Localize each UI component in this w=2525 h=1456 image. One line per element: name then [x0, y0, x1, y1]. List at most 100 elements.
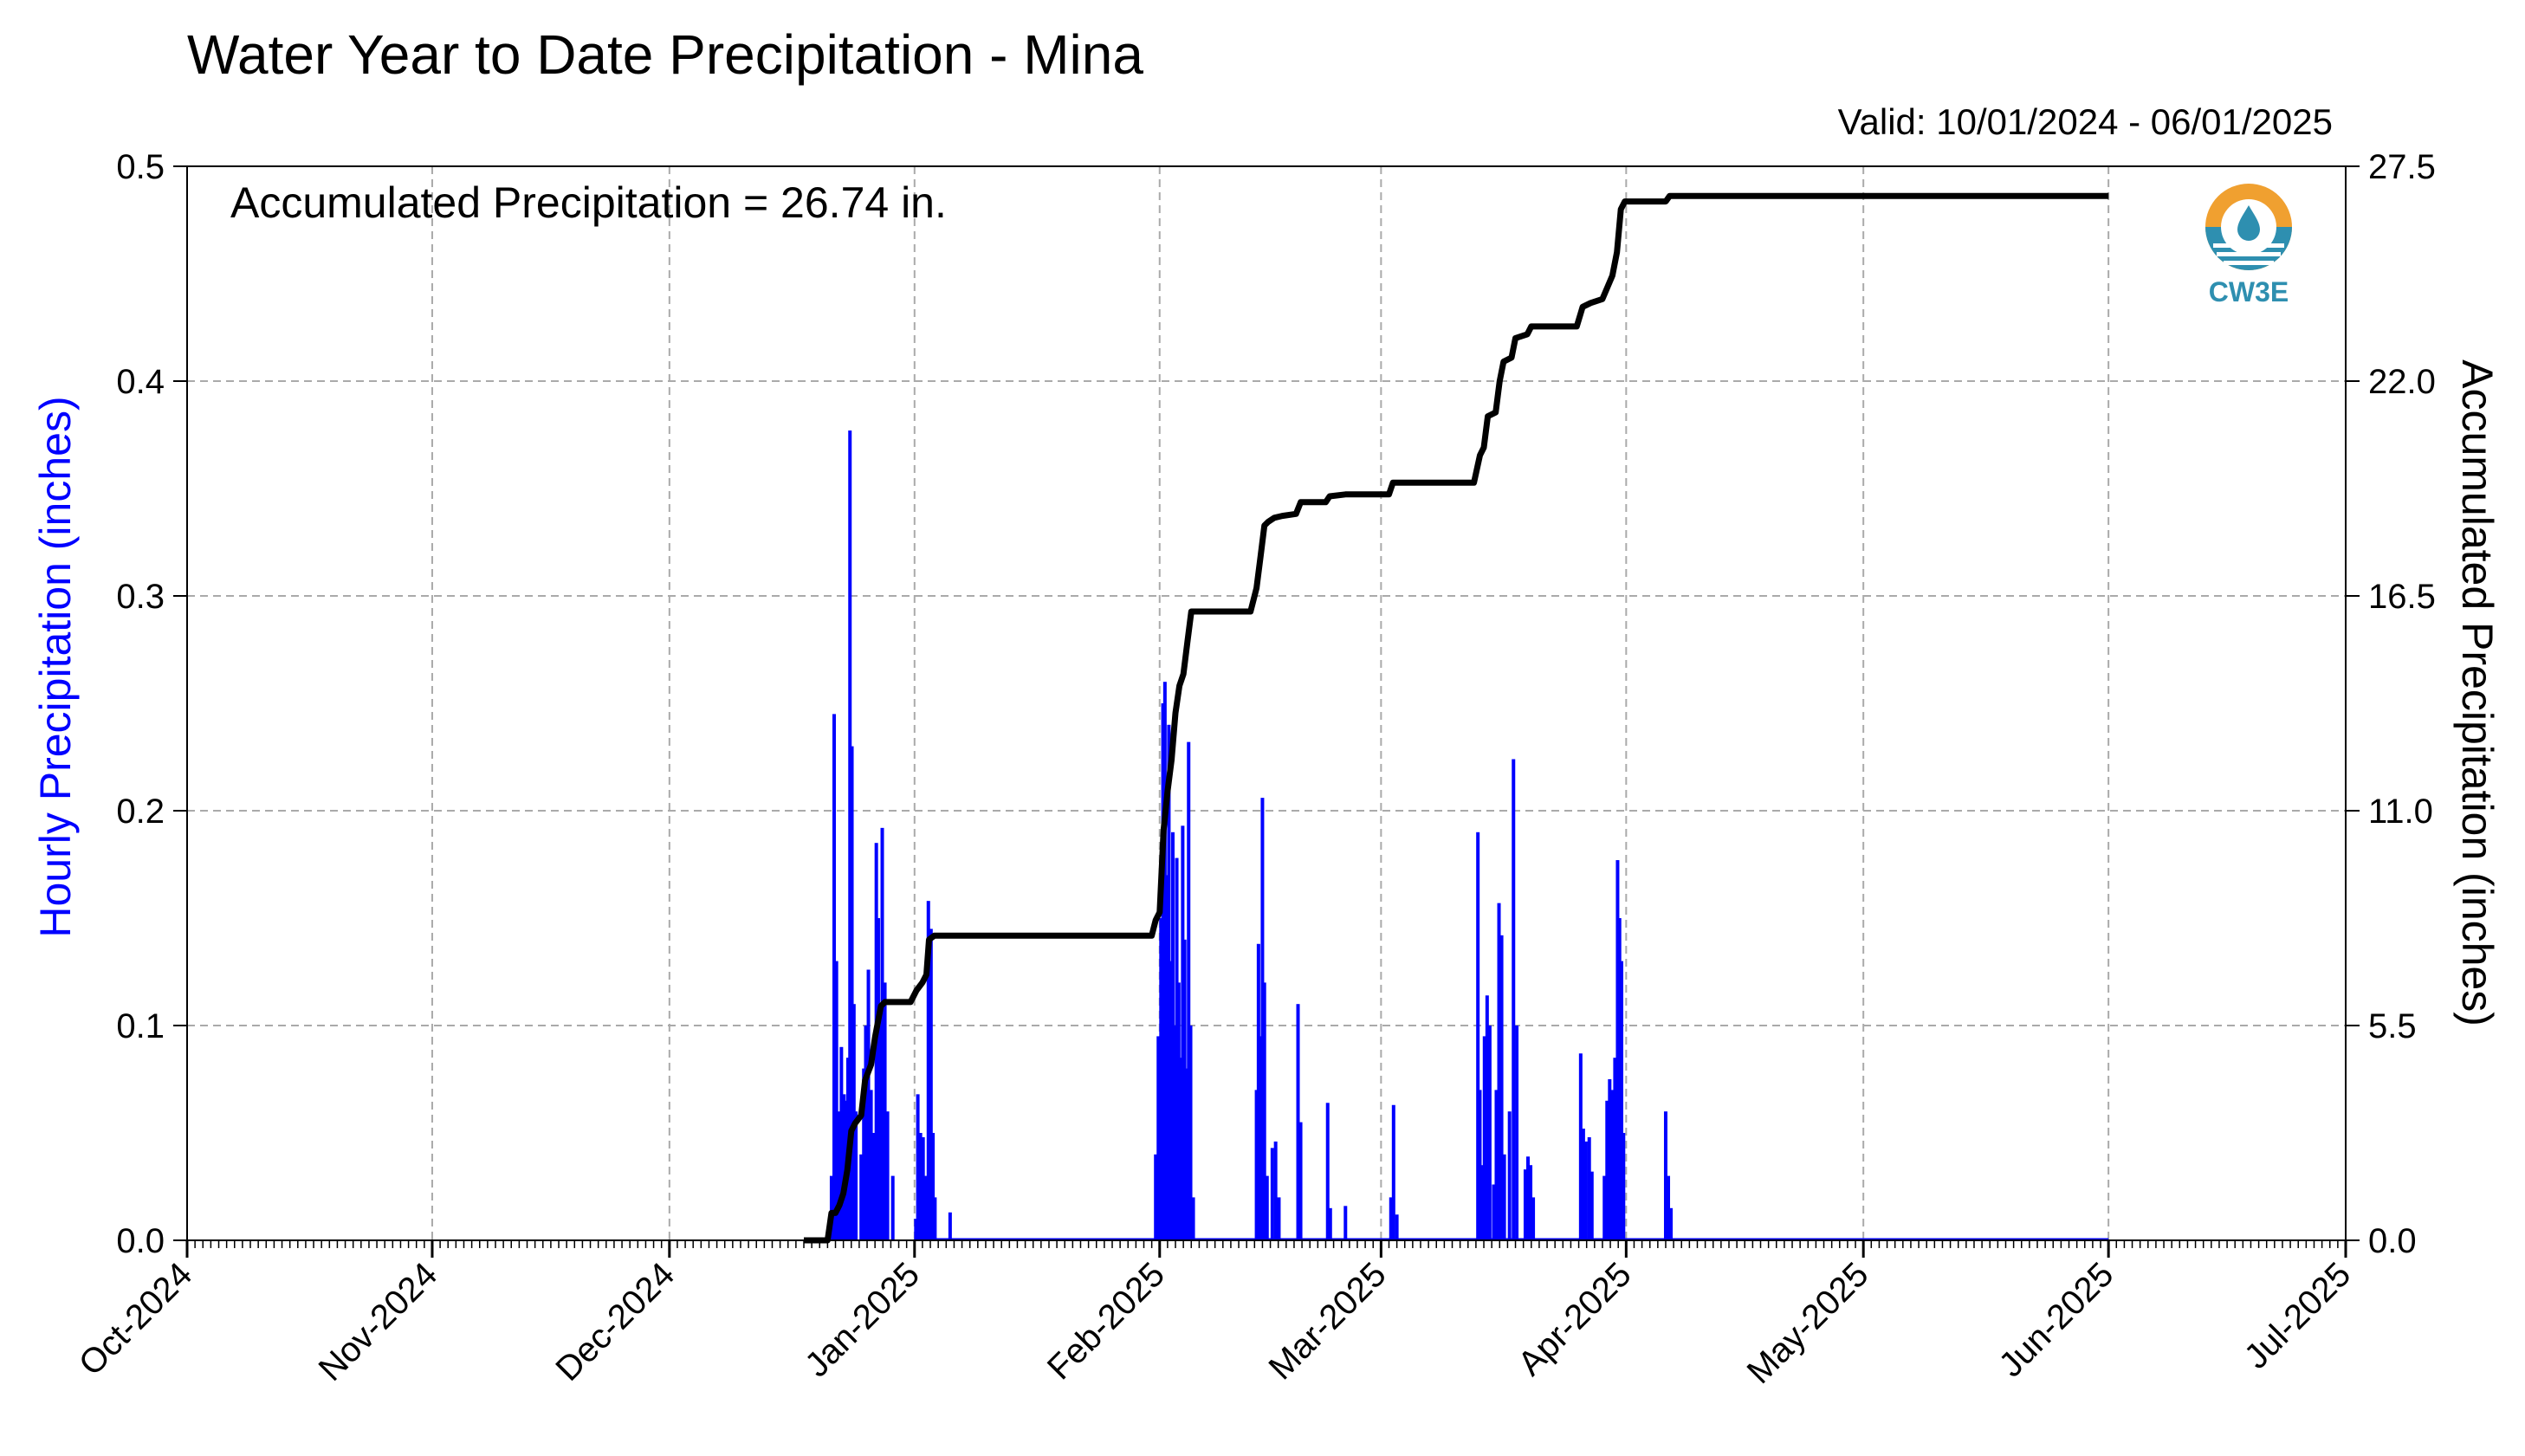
cw3e-logo-text: CW3E: [2208, 276, 2289, 307]
hourly-precip-bars: [829, 430, 2109, 1241]
x-tick-label: Jul-2025: [2237, 1255, 2359, 1376]
precip-bar: [1589, 1171, 1594, 1240]
precip-bar: [876, 918, 880, 1240]
precip-bar: [1254, 1090, 1259, 1240]
precip-bar: [1667, 1175, 1671, 1240]
precip-bar: [1169, 961, 1173, 1240]
precip-bar: [1502, 1154, 1506, 1240]
precip-bar: [1328, 1207, 1332, 1240]
precip-bar: [1531, 1197, 1536, 1240]
precip-bar: [829, 1175, 833, 1240]
precip-bar: [1487, 1026, 1492, 1240]
precip-bar: [1615, 860, 1620, 1240]
accumulated-annotation: Accumulated Precipitation = 26.74 in.: [230, 178, 947, 227]
precip-bar: [1492, 1184, 1496, 1240]
precip-bar: [1273, 1141, 1278, 1240]
left-tick-label: 0.4: [116, 363, 165, 401]
precip-bar: [1184, 1068, 1188, 1240]
x-tick-label: Apr-2025: [1511, 1255, 1638, 1382]
precip-bar: [883, 982, 887, 1240]
precip-bar: [842, 1094, 846, 1240]
precip-bar: [1170, 832, 1175, 1240]
precip-bar: [1277, 1197, 1281, 1240]
precip-bar: [1620, 961, 1624, 1240]
precip-bar: [1167, 724, 1171, 1240]
x-tick-label: Oct-2024: [72, 1255, 199, 1382]
precip-bar: [1578, 1053, 1583, 1240]
precip-bar: [1391, 1104, 1395, 1240]
grid-lines: [187, 166, 2346, 1240]
x-tick-label: Dec-2024: [548, 1255, 682, 1388]
precip-bar: [1270, 1148, 1274, 1240]
precip-bar: [1478, 1090, 1482, 1240]
precip-bar: [1298, 1122, 1303, 1240]
precip-bar: [933, 1197, 937, 1240]
precip-bar: [1581, 1129, 1585, 1240]
precip-bar: [1602, 1175, 1607, 1240]
valid-range: Valid: 10/01/2024 - 06/01/2025: [1837, 101, 2333, 142]
precip-bar: [1587, 1136, 1591, 1240]
accumulated-precip-line: [804, 192, 2109, 1244]
x-tick-label: Nov-2024: [312, 1255, 445, 1388]
y-axis-label-left: Hourly Precipitation (inches): [31, 396, 80, 938]
precip-bar: [921, 1136, 925, 1240]
precip-bar: [1617, 918, 1622, 1240]
precip-bar: [1265, 1175, 1269, 1240]
left-tick-label: 0.1: [116, 1007, 165, 1045]
left-tick-label: 0.2: [116, 793, 165, 831]
precip-bar: [918, 1133, 923, 1240]
precip-bar: [1512, 759, 1516, 1240]
precip-bar: [1515, 1026, 1519, 1240]
precip-bar: [1499, 935, 1504, 1240]
precip-bar: [1296, 1004, 1300, 1240]
precip-bar: [1476, 832, 1480, 1240]
precip-bar: [871, 1133, 876, 1240]
precip-bar: [837, 1111, 841, 1240]
right-tick-label: 22.0: [2368, 363, 2436, 401]
precip-bar: [880, 827, 884, 1240]
precip-bar: [850, 746, 854, 1240]
precip-bar: [1507, 1111, 1512, 1240]
x-tick-label: Jun-2025: [1991, 1255, 2120, 1384]
precip-bar: [1161, 703, 1165, 1240]
precip-bar: [1610, 1090, 1615, 1240]
precip-bar: [1187, 741, 1191, 1240]
precip-bar: [1176, 982, 1181, 1240]
x-tick-label: May-2025: [1740, 1255, 1876, 1391]
precip-bar: [859, 1154, 864, 1240]
precip-bar: [1523, 1169, 1527, 1240]
precip-bar: [1479, 1165, 1484, 1240]
precip-bar: [1583, 1141, 1588, 1240]
precip-bar: [869, 1090, 873, 1240]
precip-bar: [1154, 1154, 1158, 1240]
precip-bar: [1525, 1156, 1530, 1240]
right-tick-label: 27.5: [2368, 148, 2436, 186]
right-tick-label: 16.5: [2368, 578, 2436, 616]
precip-bar: [923, 1175, 928, 1240]
precip-bar: [1260, 798, 1265, 1240]
precip-bar: [866, 969, 871, 1240]
precip-bar: [834, 961, 838, 1240]
precip-bar: [1165, 875, 1169, 1240]
precip-bar: [862, 1068, 866, 1240]
precip-bar: [890, 1175, 895, 1240]
cw3e-logo: CW3E: [2201, 179, 2296, 309]
precip-bar: [848, 430, 852, 1240]
right-tick-label: 0.0: [2368, 1222, 2417, 1260]
precip-bar: [1389, 1197, 1393, 1240]
left-tick-label: 0.3: [116, 578, 165, 616]
precip-bar: [1259, 1036, 1263, 1240]
precip-bar: [1669, 1207, 1674, 1240]
precip-bar: [1256, 943, 1260, 1240]
precip-bar: [1605, 1100, 1609, 1240]
precip-bar: [1529, 1165, 1533, 1240]
precip-bar: [1156, 1036, 1161, 1240]
precip-bar: [926, 901, 930, 1240]
precip-bar: [1179, 1058, 1183, 1240]
precip-bar: [885, 1111, 890, 1240]
chart-title: Water Year to Date Precipitation - Mina: [187, 23, 1143, 86]
plot-frame: [186, 165, 2347, 1241]
precip-bar: [931, 1133, 936, 1240]
precip-bar: [948, 1212, 952, 1240]
